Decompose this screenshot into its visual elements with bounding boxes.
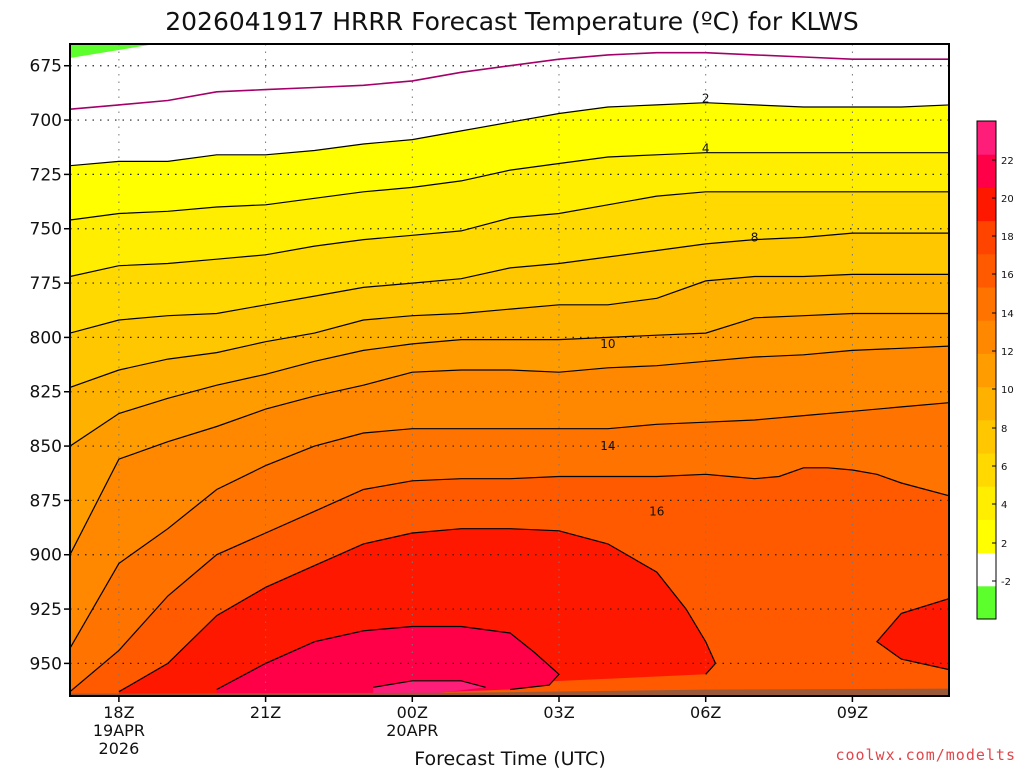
colorbar-seg-2 (977, 519, 996, 554)
contour-line-16-8 (70, 402, 949, 649)
colorbar-tick-label-5: 12 (1001, 347, 1014, 358)
y-tick-label-925: 925 (30, 600, 62, 620)
colorbar-tick-label-1: 20 (1001, 194, 1014, 205)
contour-line-4-2 (70, 152, 949, 221)
contour-lines-layer (70, 51, 949, 693)
colorbar-seg-14 (977, 121, 996, 155)
colorbar-seg-8 (977, 320, 996, 354)
x-tick-label-18-2: 2026 (99, 739, 140, 758)
ground-layer (70, 688, 949, 696)
band-20-22-lobe (876, 598, 949, 670)
ground-surface (70, 688, 949, 696)
colorbar-tick-label-10: 2 (1001, 539, 1007, 550)
contour-label-8: 8 (751, 230, 759, 244)
contour-line-22-11 (216, 625, 560, 691)
x-tick-label-21-0: 21Z (250, 703, 281, 722)
band-below-0 (70, 44, 155, 58)
colorbar-tick-label-9: 4 (1001, 500, 1007, 511)
contour-line-2-1 (70, 102, 949, 167)
contour-labels-layer: 2 4 8 10 14 16 (600, 91, 758, 518)
colorbar-seg-1 (977, 552, 996, 587)
y-tick-label-750: 750 (30, 220, 62, 240)
x-tick-label-33-0: 09Z (837, 703, 868, 722)
band-24-plus (373, 680, 486, 696)
contour-line-24-12 (373, 680, 486, 688)
plot-frame (69, 43, 950, 697)
colorbar-tick-label-7: 8 (1001, 424, 1007, 435)
contour-fill-layer (70, 44, 949, 696)
chart-title: 2026041917 HRRR Forecast Temperature (ºC… (165, 7, 859, 36)
contour-line-10-5 (70, 273, 949, 388)
contour-line-20-10 (118, 528, 717, 693)
contour-line-8-4 (70, 232, 949, 334)
contour-line-20-13 (876, 597, 949, 671)
colorbar-tick-label-6: 10 (1001, 385, 1014, 396)
y-tick-label-850: 850 (30, 437, 62, 457)
contour-line-12-6 (70, 312, 949, 447)
x-tick-label-24-1: 20APR (386, 721, 438, 740)
colorbar-seg-10 (977, 253, 996, 288)
credit-text: coolwx.com/modelts (835, 746, 1016, 764)
band-22-24 (216, 626, 559, 696)
contour-line-6-3 (70, 191, 949, 278)
contour-label-14: 14 (600, 439, 615, 453)
y-tick-label-900: 900 (30, 546, 62, 566)
colorbar-tick-label-11: -2 (1001, 577, 1011, 588)
y-tick-label-775: 775 (30, 274, 62, 294)
colorbar-tick-label-4: 14 (1001, 309, 1014, 320)
y-axis: 675 700 725 750 775 800 825 850 875 900 925 950 (30, 57, 70, 674)
contour-line-14-7 (70, 345, 949, 555)
colorbar: 22 20 18 16 14 12 10 8 6 4 2 -2 (976, 120, 1014, 620)
contour-label-2: 2 (702, 91, 710, 105)
y-tick-label-800: 800 (30, 328, 62, 348)
colorbar-seg-12 (977, 187, 996, 222)
colorbar-seg-9 (977, 287, 996, 321)
colorbar-tick-label-8: 6 (1001, 462, 1007, 473)
contour-line-0-0 (70, 51, 949, 110)
y-tick-label-700: 700 (30, 111, 62, 131)
y-tick-label-675: 675 (30, 57, 62, 77)
colorbar-seg-5 (977, 419, 996, 454)
x-tick-label-18-0: 18Z (103, 703, 134, 722)
x-tick-label-24-0: 00Z (397, 703, 428, 722)
colorbar-seg-7 (977, 353, 996, 388)
x-axis-label: Forecast Time (UTC) (414, 748, 605, 768)
x-tick-label-30-0: 06Z (690, 703, 721, 722)
colorbar-seg-13 (977, 154, 996, 188)
colorbar-frame (976, 120, 997, 620)
contour-label-16: 16 (649, 504, 664, 518)
colorbar-tick-label-0: 22 (1001, 156, 1014, 167)
x-tick-label-27-0: 03Z (543, 703, 574, 722)
contour-label-4: 4 (702, 141, 710, 155)
contour-label-10: 10 (600, 337, 615, 351)
y-tick-label-725: 725 (30, 165, 62, 185)
contour-line-18-9 (70, 467, 949, 693)
y-tick-label-950: 950 (30, 654, 62, 674)
x-tick-label-18-1: 19APR (93, 721, 145, 740)
colorbar-seg-4 (977, 453, 996, 487)
colorbar-seg-11 (977, 220, 996, 255)
colorbar-seg-3 (977, 486, 996, 520)
y-tick-label-875: 875 (30, 491, 62, 511)
band-20-22 (118, 528, 716, 696)
y-tick-label-825: 825 (30, 383, 62, 403)
colorbar-seg-0 (977, 585, 996, 620)
colorbar-tick-label-3: 16 (1001, 270, 1014, 281)
colorbar-seg-6 (977, 386, 996, 421)
colorbar-tick-label-2: 18 (1001, 232, 1014, 243)
